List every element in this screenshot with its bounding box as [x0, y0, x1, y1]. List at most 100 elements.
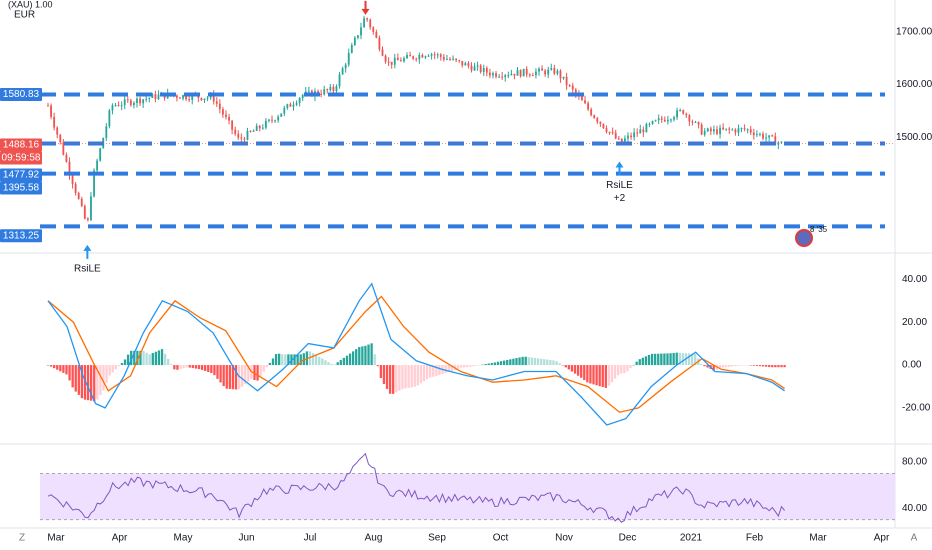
time-tick-label: Aug [365, 533, 383, 544]
candle-body [556, 70, 559, 74]
histogram-bar [213, 365, 216, 376]
candle-body [403, 58, 405, 62]
candle-body [406, 55, 408, 59]
candle-body [99, 148, 102, 161]
histogram-bar [219, 365, 222, 383]
histogram-bar [416, 365, 419, 386]
histogram-bar [234, 365, 238, 390]
candle-body [544, 70, 547, 75]
candle-body [292, 104, 295, 107]
candle-body [338, 74, 341, 87]
candle-body [295, 102, 298, 105]
candle-body [129, 100, 132, 106]
candle-body [264, 120, 267, 128]
histogram-bar [49, 365, 53, 367]
candle-body [590, 109, 593, 116]
candle-body [136, 98, 138, 103]
rsi-band [40, 473, 895, 520]
histogram-bar [185, 365, 188, 368]
candle-body [375, 31, 378, 38]
candle-body [90, 196, 92, 220]
histogram-bar [539, 358, 543, 366]
histogram-bar [712, 365, 715, 371]
candle-body [461, 60, 464, 66]
histogram-bar [496, 361, 500, 366]
candle-body [258, 125, 261, 129]
histogram-bar [650, 353, 654, 366]
candle-body [332, 86, 335, 91]
flag-icon [795, 229, 813, 247]
candle-body [660, 118, 663, 120]
candle-body [712, 129, 715, 132]
price-tag-label: 1395.58 [3, 183, 40, 194]
histogram-bar [675, 352, 678, 366]
histogram-bar [348, 353, 352, 366]
histogram-bar [493, 362, 497, 366]
candle-body [774, 136, 777, 145]
histogram-bar [256, 365, 259, 381]
candle-body [360, 27, 362, 36]
candle-body [670, 119, 672, 121]
histogram-bar [336, 362, 339, 366]
time-tick-label: Jul [304, 533, 317, 544]
histogram-bar [447, 365, 450, 373]
candle-body [666, 119, 669, 122]
histogram-bar [413, 365, 416, 387]
candle-body [531, 75, 534, 77]
currency-label: EUR [14, 10, 35, 21]
candle-body [602, 123, 605, 129]
histogram-bar [502, 360, 506, 366]
candle-body [93, 170, 95, 197]
candle-body [771, 135, 774, 137]
time-tick-label: Apr [112, 533, 128, 544]
candle-body [215, 101, 218, 104]
candle-body [108, 110, 111, 127]
histogram-bar [404, 365, 407, 389]
histogram-bar [376, 365, 379, 367]
candle-body [565, 76, 568, 86]
candle-body [415, 58, 418, 60]
histogram-bar [271, 358, 275, 366]
candle-body [587, 103, 590, 110]
histogram-bar [419, 365, 423, 384]
histogram-bar [176, 365, 179, 370]
rsi-tick-label: 40.00 [902, 503, 927, 514]
histogram-bar [290, 354, 293, 366]
candle-body [185, 95, 188, 100]
histogram-bar [432, 365, 435, 377]
histogram-bar [527, 357, 530, 366]
candle-body [182, 95, 184, 99]
histogram-bar [663, 353, 666, 366]
candle-body [571, 85, 574, 90]
histogram-bar [59, 365, 62, 372]
long-entry-arrow [615, 161, 624, 176]
long-entry-arrow [83, 244, 92, 259]
candle-body [562, 76, 565, 79]
histogram-bar [687, 353, 691, 366]
rsi-line [47, 452, 785, 523]
histogram-bar [210, 365, 213, 374]
histogram-bar [379, 365, 383, 379]
candle-body [369, 19, 372, 28]
histogram-bar [506, 359, 509, 366]
candle-body [126, 99, 129, 101]
histogram-bar [355, 349, 358, 366]
histogram-bar [395, 365, 398, 393]
candle-body [482, 67, 485, 72]
candle-body [387, 61, 390, 63]
candle-body [59, 134, 62, 143]
price-tag-label: 09:59:58 [2, 153, 41, 164]
candle-body [212, 94, 215, 102]
candle-body [639, 129, 642, 134]
candle-body [516, 70, 519, 76]
macd-line [47, 282, 785, 426]
histogram-bar [204, 365, 207, 371]
histogram-bar [136, 350, 139, 366]
histogram-bar [721, 365, 725, 368]
candle-body [320, 93, 323, 95]
candle-body [584, 100, 586, 104]
candle-body [433, 54, 436, 56]
candle-body [218, 103, 221, 110]
histogram-bar [666, 353, 669, 366]
candle-body [117, 105, 120, 107]
